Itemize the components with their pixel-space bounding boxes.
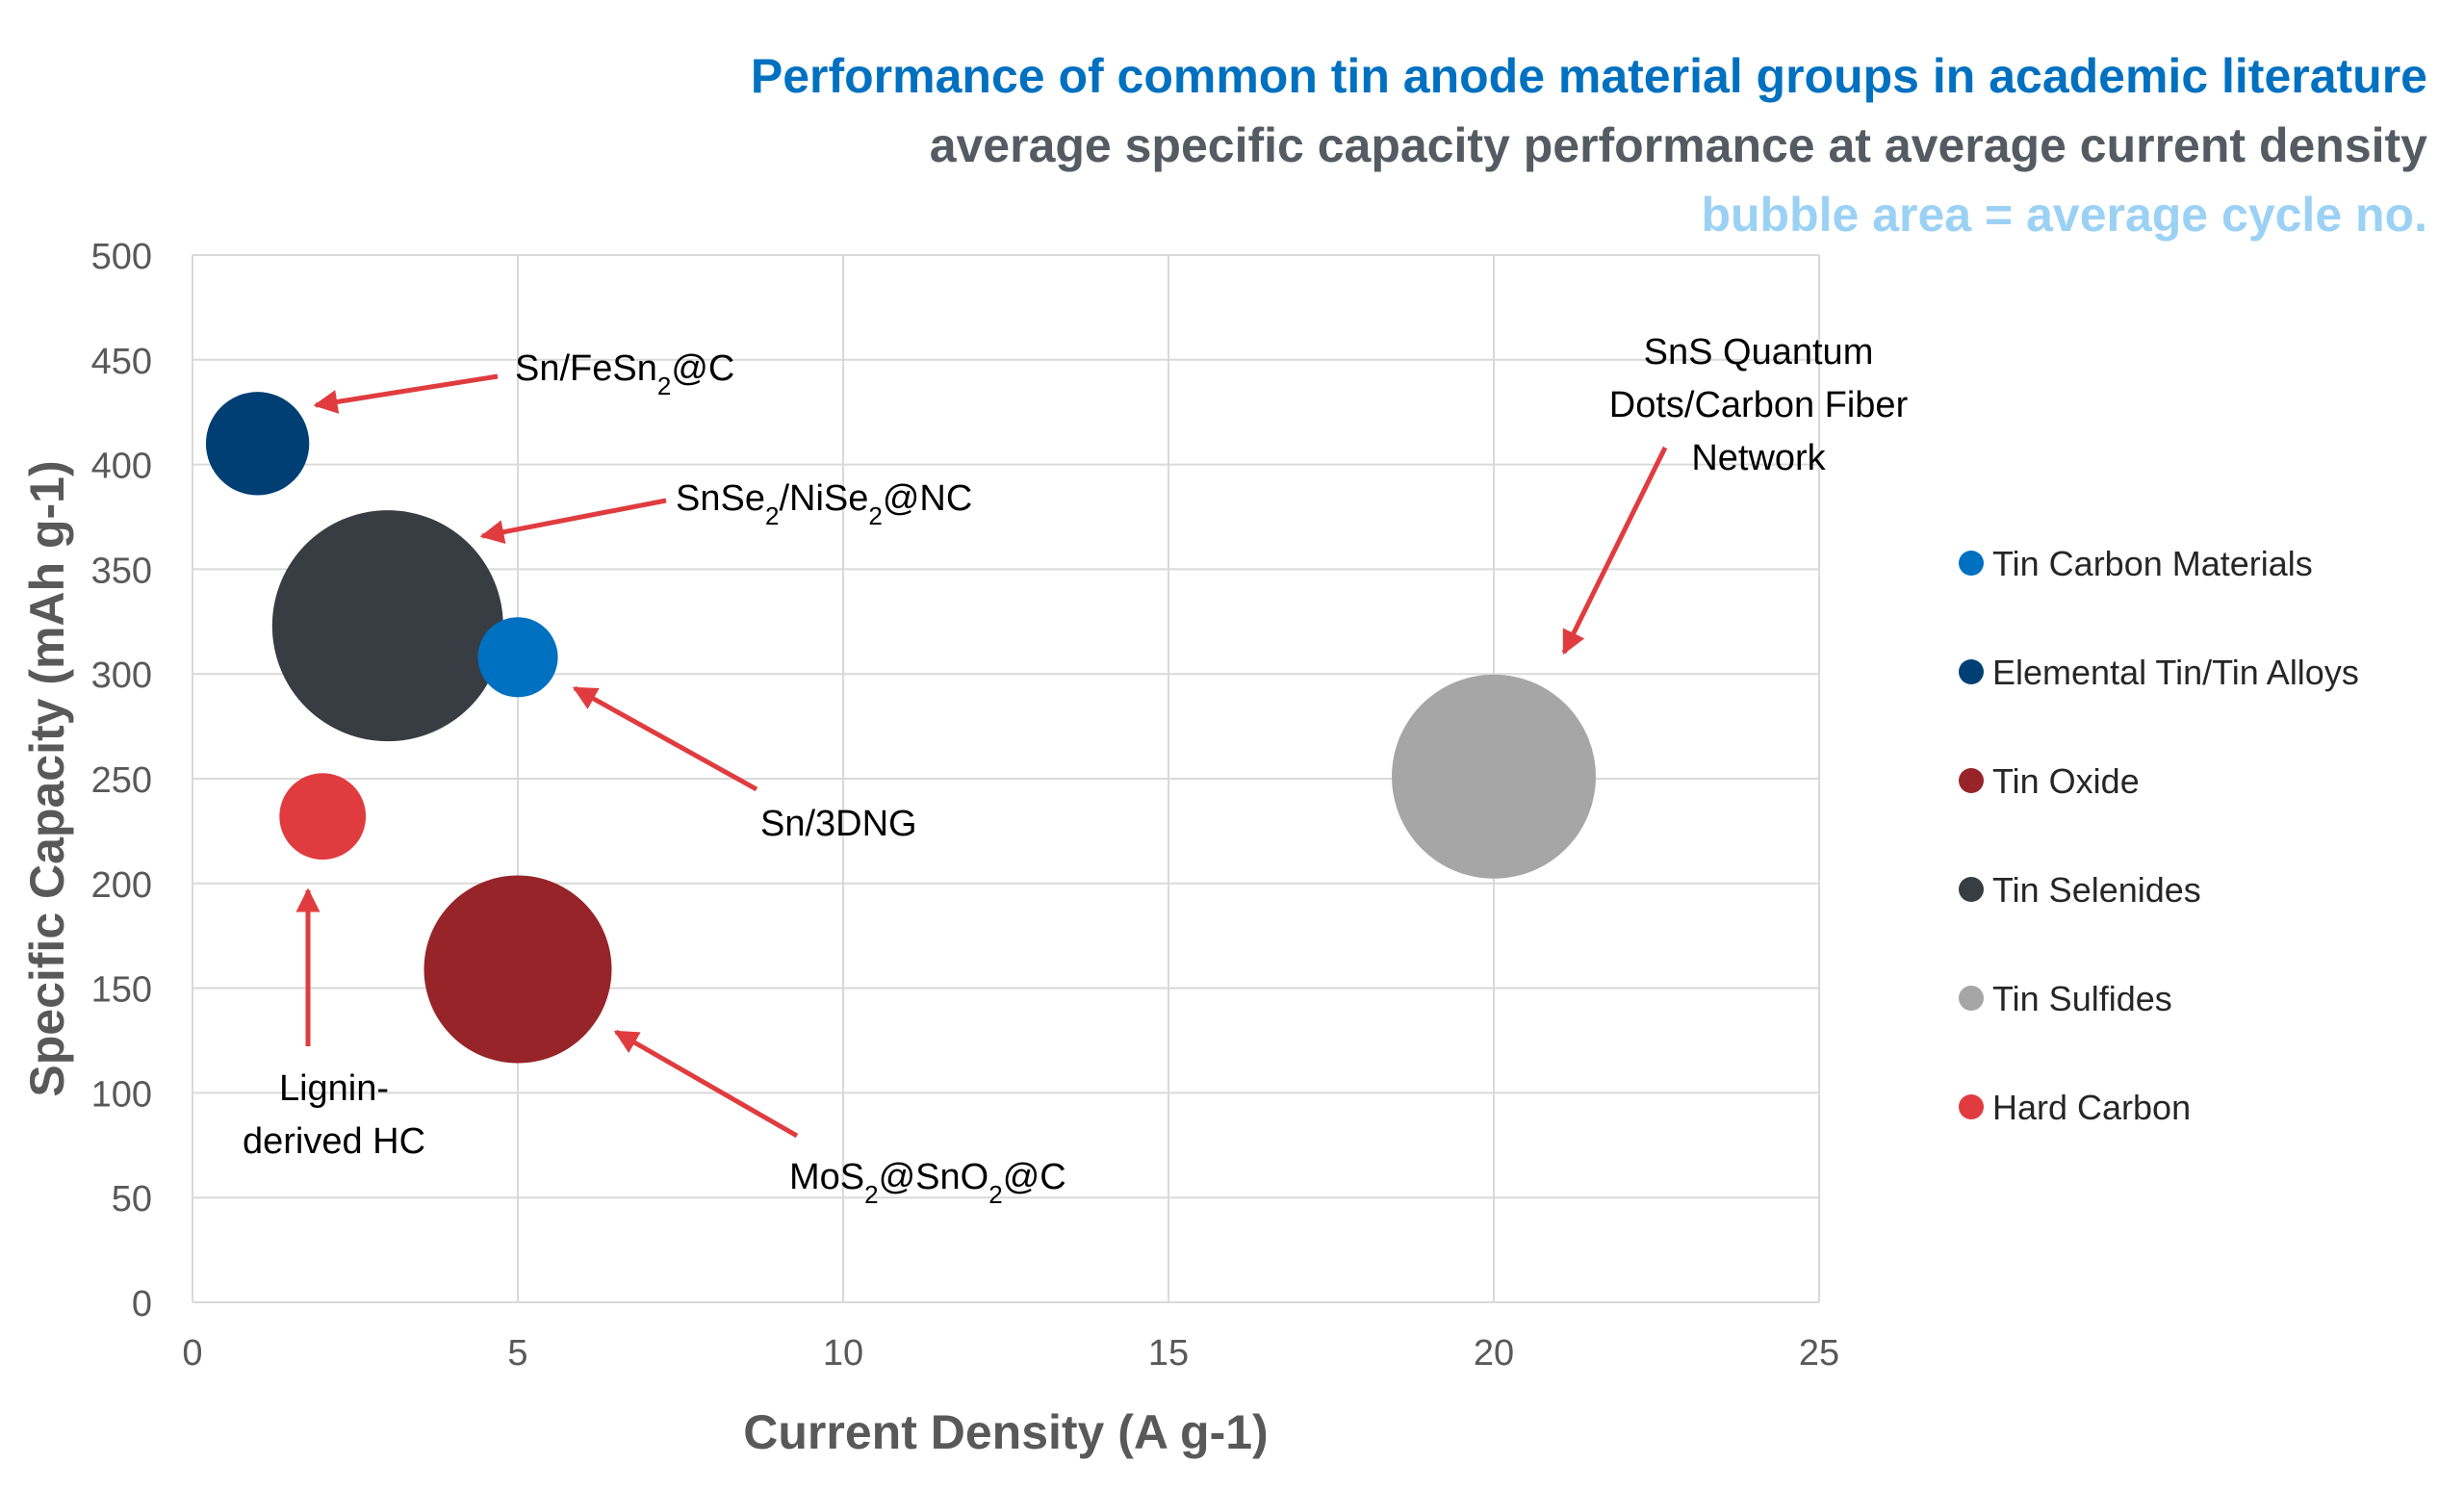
y-tick-label: 450 xyxy=(91,342,152,382)
legend-marker xyxy=(1959,551,1984,576)
legend-label: Elemental Tin/Tin Alloys xyxy=(1992,653,2359,692)
bubble-hard-carbon xyxy=(279,773,367,861)
x-tick-label: 25 xyxy=(1799,1333,1839,1374)
annotation-label-sn3dng: Sn/3DNG xyxy=(760,804,917,844)
annotation-arrow xyxy=(479,498,667,544)
axes: 0 50 100 150 200 250 300 350 400 450 500 0 5 10 15 20 25 xyxy=(91,237,1840,1374)
annotation-label-sns3: Network xyxy=(1691,438,1826,478)
bubbles xyxy=(205,392,1596,1064)
x-tick-label: 5 xyxy=(507,1333,527,1374)
legend-marker xyxy=(1959,1094,1984,1119)
legend-label: Tin Selenides xyxy=(1992,870,2201,910)
y-tick-label: 200 xyxy=(91,865,152,906)
annotation-arrows xyxy=(295,373,1668,1139)
x-tick-label: 15 xyxy=(1148,1333,1189,1374)
bubble-elemental-tin-tin-alloys xyxy=(205,392,310,496)
legend-marker xyxy=(1959,877,1984,902)
x-tick-label: 20 xyxy=(1474,1333,1514,1374)
y-tick-label: 100 xyxy=(91,1074,152,1115)
y-tick-label: 300 xyxy=(91,655,152,696)
annotation-arrow xyxy=(613,1029,799,1139)
annotation-label-sns1: SnS Quantum xyxy=(1644,332,1874,372)
legend-label: Hard Carbon xyxy=(1992,1088,2191,1127)
x-tick-label: 10 xyxy=(823,1333,863,1374)
annotation-arrow xyxy=(1561,446,1668,655)
bubble-tin-carbon-materials xyxy=(477,617,558,698)
annotation-label-lignin2: derived HC xyxy=(243,1121,425,1162)
annotation-arrow xyxy=(572,685,758,792)
legend-label: Tin Sulfides xyxy=(1992,979,2172,1018)
bubble-tin-selenides xyxy=(271,510,503,742)
y-axis-label: Specific Capacity (mAh g-1) xyxy=(20,460,74,1096)
annotation-label-fesn: Sn/FeSn2@C xyxy=(515,348,734,400)
x-tick-label: 0 xyxy=(182,1333,202,1374)
annotation-labels: Sn/FeSn2@C SnSe2/NiSe2@NC Sn/3DNG MoS2@SnO2… xyxy=(243,332,1909,1209)
chart-subtitle: average specific capacity performance at… xyxy=(929,118,2427,172)
legend-marker xyxy=(1959,768,1984,793)
y-tick-label: 400 xyxy=(91,447,152,487)
annotation-label-snse: SnSe2/NiSe2@NC xyxy=(676,478,972,530)
legend-marker xyxy=(1959,986,1984,1011)
y-tick-label: 150 xyxy=(91,970,152,1011)
y-tick-label: 0 xyxy=(132,1284,152,1324)
annotation-arrow xyxy=(313,373,499,414)
bubble-tin-sulfides xyxy=(1392,674,1596,879)
annotation-label-sns2: Dots/Carbon Fiber xyxy=(1609,385,1909,425)
bubble-tin-oxide xyxy=(424,875,612,1064)
legend-label: Tin Oxide xyxy=(1992,761,2140,801)
legend-marker xyxy=(1959,659,1984,684)
bubble-area-note: bubble area = average cycle no. xyxy=(1701,188,2427,242)
y-tick-label: 50 xyxy=(112,1179,152,1220)
annotation-label-lignin1: Lignin- xyxy=(279,1068,389,1109)
y-tick-label: 250 xyxy=(91,760,152,801)
legend-label: Tin Carbon Materials xyxy=(1992,544,2313,583)
legend: Tin Carbon Materials Elemental Tin/Tin Al… xyxy=(1959,544,2359,1127)
y-tick-label: 500 xyxy=(91,237,152,277)
chart-title: Performance of common tin anode material… xyxy=(750,49,2427,103)
annotation-label-mos: MoS2@SnO2@C xyxy=(789,1157,1066,1209)
y-tick-label: 350 xyxy=(91,551,152,591)
x-axis-label: Current Density (A g-1) xyxy=(743,1405,1268,1459)
